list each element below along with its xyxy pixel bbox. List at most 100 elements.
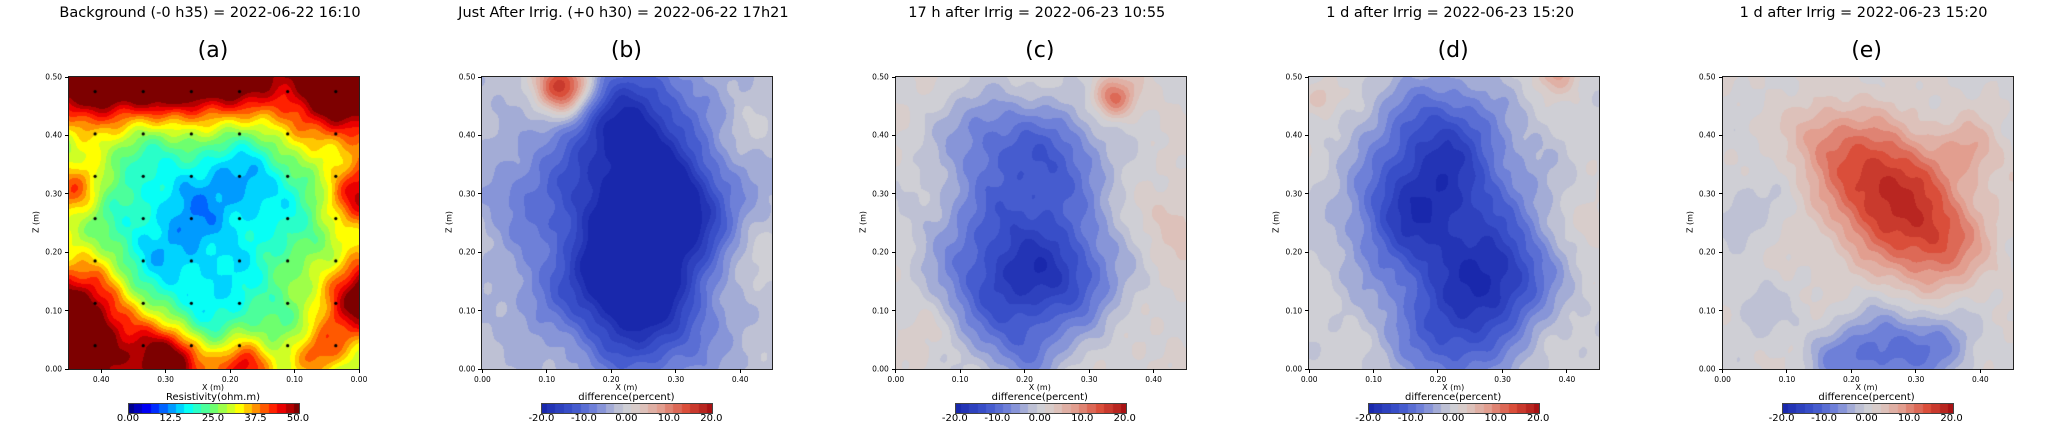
colorbar-tick-label: 20.0 <box>1527 413 1550 424</box>
tick-mark <box>65 368 69 370</box>
contour-canvas <box>1309 77 1600 369</box>
colorbar-tick-label: -20.0 <box>1355 413 1382 424</box>
x-tick-label: 0.00 <box>1714 375 1731 384</box>
x-tick-label: 0.10 <box>538 375 556 384</box>
x-tick-label: 0.30 <box>157 375 174 384</box>
tick-mark <box>739 369 741 373</box>
x-axis-label: X (m) <box>201 383 225 392</box>
y-tick-label: 0.40 <box>1285 130 1303 140</box>
y-tick-label: 0.20 <box>45 247 62 257</box>
y-tick-label: 0.10 <box>458 306 476 316</box>
x-tick-label: 0.40 <box>1145 375 1162 384</box>
tick-mark <box>65 76 69 78</box>
panel-letter-label: (c) <box>1025 38 1055 63</box>
x-tick-label: 0.20 <box>602 375 620 384</box>
colorbar <box>128 403 300 414</box>
colorbar-tick-label: -10.0 <box>1397 413 1424 424</box>
colorbar-tick-label: 12.5 <box>159 413 182 424</box>
x-tick-label: 0.30 <box>1907 375 1925 384</box>
y-tick-label: 0.00 <box>1698 364 1716 374</box>
tick-mark <box>1024 369 1026 373</box>
tick-mark <box>1979 369 1981 373</box>
y-tick-label: 0.50 <box>458 72 476 82</box>
tick-mark <box>1305 310 1310 312</box>
colorbar-tick-label: -10.0 <box>1811 413 1837 424</box>
tick-mark <box>1718 193 1723 195</box>
tick-mark <box>65 251 69 253</box>
tick-mark <box>1718 368 1723 370</box>
tick-mark <box>1786 369 1788 373</box>
contour-canvas <box>895 77 1186 369</box>
x-tick-label: 0.20 <box>1429 375 1447 384</box>
colorbar-tick-label: -20.0 <box>1768 413 1795 424</box>
tick-mark <box>478 134 483 136</box>
tick-mark <box>1718 76 1723 78</box>
tick-mark <box>1305 76 1310 78</box>
x-tick-label: 0.20 <box>1016 375 1033 384</box>
tick-mark <box>481 369 483 373</box>
colorbar-label: difference(percent) <box>1818 392 1915 403</box>
tick-mark <box>65 193 69 195</box>
colorbar-label: difference(percent) <box>991 392 1088 403</box>
panel-title: 17 h after Irrig = 2022-06-23 10:55 <box>908 5 1166 21</box>
colorbar <box>541 403 714 414</box>
panel-title: 1 d after Irrig = 2022-06-23 15:20 <box>1326 5 1575 21</box>
y-tick-label: 0.40 <box>872 130 889 140</box>
colorbar-tick-label: 10.0 <box>1897 413 1921 424</box>
tick-mark <box>1850 369 1852 373</box>
y-tick-label: 0.10 <box>45 306 62 316</box>
plot-area: 0.50 0.40 0.30 0.20 0.10 0.00 0.00 0.10 0.20 0.30… <box>1285 73 1601 384</box>
colorbar-tick-label: 20.0 <box>700 413 723 424</box>
y-tick-label: 0.00 <box>458 364 476 374</box>
colorbar-tick-label: 50.0 <box>286 413 310 424</box>
y-tick-label: 0.10 <box>1285 306 1303 316</box>
colorbar-tick-label: 37.5 <box>244 413 267 424</box>
panel-letter-label: (d) <box>1437 38 1469 63</box>
tick-mark <box>1718 251 1723 253</box>
x-tick-label: 0.00 <box>887 375 905 384</box>
colorbar-tick-label: 20.0 <box>1940 413 1963 424</box>
tick-mark <box>610 369 612 373</box>
colorbar-tick-label: 0.00 <box>116 413 140 424</box>
tick-mark <box>1305 368 1310 370</box>
contour-canvas <box>69 77 359 369</box>
y-tick-label: 0.40 <box>1698 130 1716 140</box>
x-tick-label: 0.20 <box>221 375 239 384</box>
x-axis-label: X (m) <box>1442 383 1465 392</box>
x-tick-label: 0.40 <box>1972 375 1989 384</box>
contour-canvas <box>1722 77 2013 369</box>
tick-mark <box>1718 310 1723 312</box>
y-axis-label: Z (m) <box>444 210 454 234</box>
tick-mark <box>478 251 483 253</box>
tick-mark <box>891 193 896 195</box>
colorbar-tick-label: -20.0 <box>941 413 968 424</box>
x-tick-label: 0.30 <box>1080 375 1098 384</box>
y-axis-label: Z (m) <box>31 210 41 234</box>
y-tick-label: 0.30 <box>458 189 476 199</box>
plot-area: 0.50 0.40 0.30 0.20 0.10 0.00 0.00 0.10 0.20 0.30… <box>459 73 774 384</box>
x-tick-label: 0.00 <box>350 375 368 384</box>
y-tick-label: 0.20 <box>458 247 476 257</box>
tick-mark <box>1502 369 1504 373</box>
x-tick-label: 0.00 <box>1300 375 1318 384</box>
y-tick-label: 0.50 <box>1285 72 1303 82</box>
plot-area: 0.50 0.40 0.30 0.20 0.10 0.00 0.00 0.10 0.20 0.30… <box>1699 73 2014 384</box>
tick-mark <box>1718 134 1723 136</box>
y-tick-label: 0.50 <box>45 72 62 82</box>
y-tick-label: 0.20 <box>1698 247 1716 257</box>
tick-mark <box>546 369 548 373</box>
y-axis-label: Z (m) <box>1271 210 1281 234</box>
y-tick-label: 0.40 <box>45 130 62 140</box>
tick-mark <box>1088 369 1090 373</box>
tick-mark <box>100 369 102 373</box>
tick-mark <box>891 368 896 370</box>
tick-mark <box>1305 193 1310 195</box>
tick-mark <box>891 134 896 136</box>
tick-mark <box>891 310 896 312</box>
y-tick-label: 0.10 <box>1698 306 1716 316</box>
colorbar-tick-label: 0.00 <box>1855 413 1878 424</box>
y-tick-label: 0.30 <box>1285 189 1303 199</box>
colorbar-tick-label: -20.0 <box>528 413 555 424</box>
x-tick-label: 0.00 <box>474 375 491 384</box>
